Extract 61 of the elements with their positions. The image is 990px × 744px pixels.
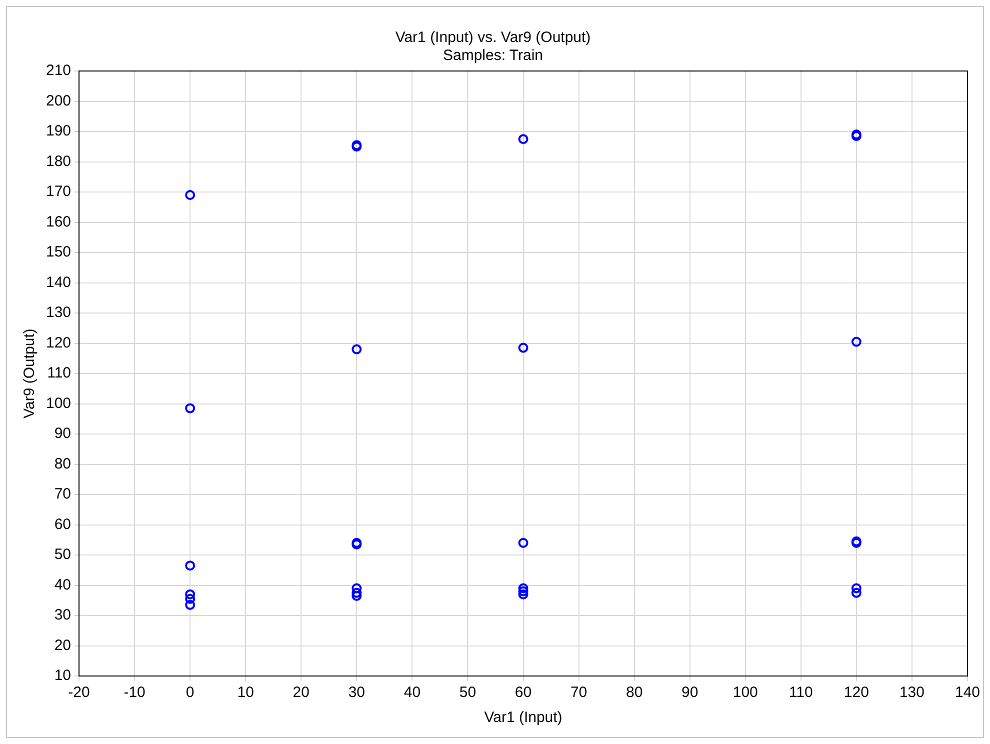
x-tick-label: 140: [954, 684, 980, 702]
x-tick-label: 60: [514, 684, 532, 702]
x-tick-label: -20: [68, 684, 90, 702]
point: [518, 586, 528, 596]
x-tick-label: 100: [732, 684, 758, 702]
x-tick-label: 50: [459, 684, 476, 702]
point: [185, 190, 196, 200]
x-tick-label: -10: [124, 684, 146, 702]
y-tick-label: 30: [54, 606, 72, 624]
point: [352, 588, 362, 598]
point: [352, 344, 362, 354]
point: [851, 583, 862, 594]
point: [185, 403, 196, 414]
x-tick-label: 40: [404, 684, 421, 702]
y-tick-label: 180: [46, 152, 72, 170]
point: [185, 589, 196, 600]
y-tick-label: 170: [46, 183, 72, 200]
x-tick-label: 90: [682, 684, 698, 702]
y-tick-label: 120: [46, 334, 72, 352]
y-tick-label: 20: [54, 636, 72, 654]
x-tick-label: 10: [237, 684, 254, 702]
y-tick-label: 10: [54, 667, 72, 684]
x-tick-label: 130: [899, 684, 924, 702]
x-tick-label: 120: [844, 684, 869, 702]
y-tick-label: 210: [46, 62, 72, 80]
x-tick-label: 0: [186, 684, 194, 702]
y-tick-label: 80: [54, 455, 72, 472]
point: [518, 342, 528, 353]
point: [518, 134, 528, 144]
point: [352, 583, 362, 594]
y-tick-label: 190: [46, 122, 72, 140]
point: [352, 590, 362, 601]
x-tick-label: 20: [292, 684, 310, 702]
point: [518, 583, 528, 594]
x-tick-label: 70: [570, 684, 588, 702]
point: [185, 600, 196, 610]
y-axis-title: Var9 (Output): [21, 328, 38, 418]
y-tick-label: 130: [46, 304, 72, 322]
point: [851, 336, 862, 347]
y-tick-label: 110: [47, 364, 72, 382]
x-axis-title: Var1 (Input): [484, 709, 562, 726]
y-tick-label: 140: [46, 274, 72, 291]
chart-title: Var1 (Input) vs. Var9 (Output): [395, 29, 591, 46]
x-tick-label: 80: [626, 684, 643, 702]
y-tick-label: 60: [54, 516, 72, 533]
y-tick-label: 100: [46, 394, 72, 412]
chart-subtitle: Samples: Train: [442, 47, 544, 64]
y-tick-label: 200: [46, 92, 72, 110]
x-tick-label: 30: [348, 684, 366, 702]
y-tick-label: 50: [54, 546, 72, 564]
y-tick-label: 90: [54, 425, 72, 442]
point: [185, 594, 196, 604]
point: [851, 588, 862, 598]
y-tick-label: 150: [46, 244, 72, 261]
y-tick-label: 40: [54, 576, 72, 594]
x-tick-label: 110: [788, 684, 813, 702]
point: [518, 538, 528, 548]
y-tick-label: 160: [46, 213, 72, 230]
point: [185, 560, 196, 571]
y-tick-label: 70: [54, 486, 72, 503]
point: [518, 589, 528, 600]
